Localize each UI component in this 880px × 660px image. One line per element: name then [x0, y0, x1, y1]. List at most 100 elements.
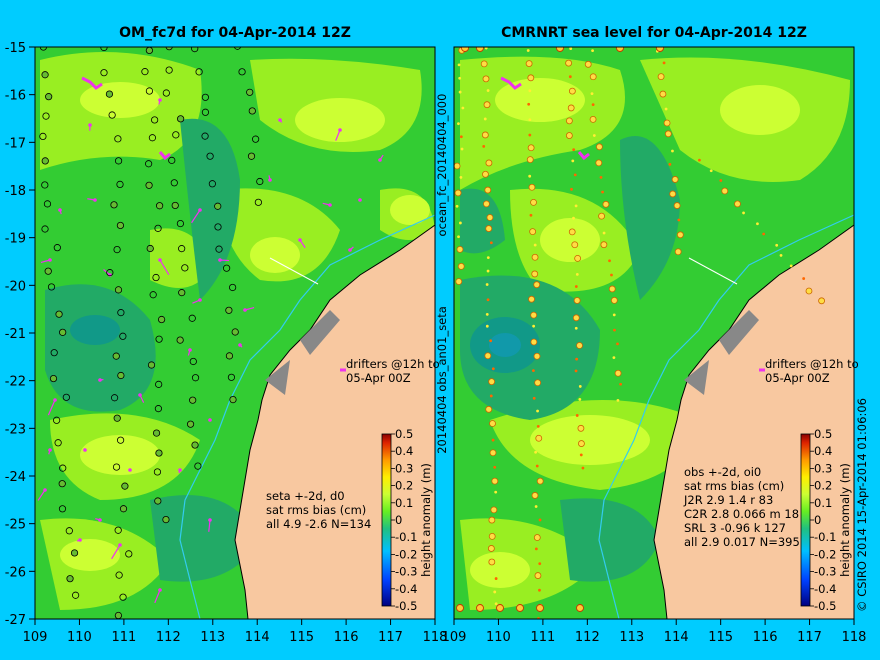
obs-circle	[155, 335, 163, 343]
left-stats-line3: all 4.9 -2.6 N=134	[266, 517, 371, 531]
obs-marker-dot	[591, 49, 594, 53]
obs-marker-ring	[485, 405, 493, 413]
right-stats-line2: sat rms bias (cm)	[684, 479, 784, 493]
obs-circle	[225, 352, 234, 360]
left-colorbar-label: height anomaly (m)	[419, 463, 433, 577]
obs-circle	[116, 221, 125, 230]
lon-tick-label: 118	[842, 630, 867, 645]
obs-circle	[189, 357, 197, 366]
right-stats-row-2: C2R 2.8 0.066 m 18	[684, 507, 799, 521]
obs-circle	[110, 201, 118, 209]
obs-marker-ring	[596, 143, 603, 151]
obs-circle	[176, 219, 185, 228]
obs-marker-dot	[599, 175, 603, 179]
obs-marker-ring	[456, 604, 464, 612]
obs-circle	[201, 93, 209, 101]
obs-circle	[105, 90, 114, 98]
colorbar-tick-label: -0.2	[814, 547, 836, 561]
obs-marker-dot	[698, 158, 701, 162]
obs-circle	[119, 505, 128, 513]
obs-circle	[106, 269, 114, 277]
obs-circle	[41, 225, 49, 233]
drifter-arrow	[335, 129, 341, 141]
obs-marker-ring	[461, 47, 469, 52]
obs-circle	[186, 420, 195, 428]
obs-circle	[229, 283, 237, 292]
drifter-arrow	[208, 519, 211, 532]
obs-marker-dot	[569, 47, 573, 50]
left-white-track	[269, 257, 319, 285]
obs-circle	[42, 112, 50, 120]
obs-marker-ring	[488, 558, 496, 566]
obs-marker-ring	[664, 130, 672, 138]
obs-circle	[233, 47, 241, 50]
colorbar-tick-label: -0.2	[395, 547, 417, 561]
lat-tick-label: -26	[5, 565, 26, 580]
obs-marker-ring	[480, 60, 488, 68]
obs-marker-dot	[616, 342, 619, 346]
obs-marker-dot	[458, 221, 462, 225]
obs-circle	[170, 179, 178, 187]
obs-marker-ring	[577, 424, 585, 432]
obs-marker-ring	[602, 200, 610, 208]
obs-marker-ring	[676, 231, 684, 239]
obs-marker-ring	[567, 104, 575, 112]
obs-marker-dot	[592, 134, 596, 137]
obs-marker-dot	[570, 187, 573, 191]
obs-marker-dot	[608, 259, 611, 263]
obs-marker-dot	[534, 505, 538, 508]
obs-marker-ring	[818, 297, 825, 305]
obs-circle	[145, 160, 153, 168]
obs-marker-ring	[734, 200, 741, 208]
colorbar-tick-label: 0.5	[814, 427, 832, 441]
obs-circle	[47, 283, 56, 291]
colorbar-tick-label: 0.2	[814, 479, 832, 493]
obs-marker-ring	[528, 295, 535, 303]
obs-circle	[171, 201, 179, 210]
obs-circle	[125, 550, 133, 558]
obs-marker-ring	[674, 248, 682, 256]
obs-circle	[165, 47, 173, 51]
obs-marker-dot	[574, 204, 578, 208]
left-darker-patches	[45, 118, 260, 582]
obs-marker-ring	[616, 47, 624, 52]
obs-circle	[191, 441, 199, 449]
right-stats-line1: obs +-2d, oi0	[684, 465, 761, 479]
obs-circle	[156, 202, 164, 210]
obs-marker-dot	[789, 264, 793, 268]
obs-marker-ring	[485, 225, 493, 232]
obs-circle	[225, 306, 233, 314]
obs-circle	[53, 416, 61, 424]
drifter-arrow-head	[98, 378, 102, 382]
colorbar-tick-label: 0.3	[814, 461, 832, 475]
obs-marker-dot	[458, 90, 462, 94]
colorbar-tick-label: -0.1	[814, 530, 836, 544]
right-stats-row-4: all 2.9 0.017 N=395	[684, 535, 800, 549]
colorbar-tick-label: -0.5	[814, 599, 836, 613]
obs-circle	[223, 264, 231, 272]
obs-marker-dot	[494, 602, 498, 606]
obs-circle	[208, 180, 216, 188]
drifter-arrow-head	[238, 343, 242, 347]
obs-circle	[152, 273, 160, 282]
drifter-arrow-head	[88, 123, 92, 127]
left-stats-line2: sat rms bias (cm)	[266, 503, 366, 517]
obs-marker-dot	[612, 313, 616, 317]
drifter-arrow-head	[98, 518, 102, 522]
lon-tick-label: 109	[23, 630, 48, 645]
left-drifter-arrows	[37, 98, 384, 604]
left-coast-shading	[265, 310, 340, 395]
obs-marker-dot	[489, 241, 493, 245]
obs-marker-dot	[602, 231, 606, 235]
obs-marker-dot	[610, 273, 613, 277]
colorbar-tick-label: 0.1	[395, 496, 413, 510]
right-obs-markers	[454, 47, 825, 619]
lon-tick-label: 111	[530, 630, 555, 645]
obs-marker-ring	[489, 420, 496, 427]
obs-marker-ring	[656, 47, 664, 52]
lon-tick-label: 113	[200, 630, 225, 645]
obs-marker-dot	[485, 283, 489, 286]
right-drifter-track	[500, 76, 522, 90]
colorbar-tick-label: 0.4	[395, 444, 413, 458]
right-shelf-contour	[598, 214, 854, 619]
